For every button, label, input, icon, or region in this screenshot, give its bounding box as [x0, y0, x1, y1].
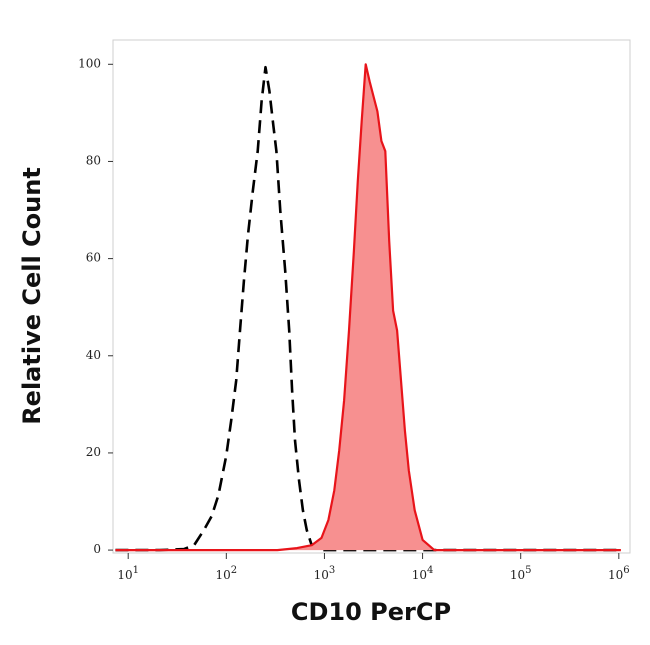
histogram-area	[115, 64, 621, 551]
histogram-line	[115, 65, 621, 552]
x-tick-exponent: 1	[133, 565, 139, 576]
x-tick-label: 104	[412, 565, 434, 582]
x-tick-base: 10	[510, 568, 525, 582]
y-tick-label: 0	[93, 542, 101, 556]
y-tick-label: 80	[86, 153, 101, 167]
plot-frame	[112, 39, 631, 554]
x-tick-base: 10	[117, 568, 132, 582]
x-tick-base: 10	[608, 568, 623, 582]
histogram-line	[115, 63, 621, 552]
x-axis-title: CD10 PerCP	[291, 598, 451, 626]
x-tick-exponent: 5	[525, 565, 531, 576]
x-tick-label: 103	[314, 565, 336, 582]
x-tick-base: 10	[314, 568, 329, 582]
x-tick-base: 10	[215, 568, 230, 582]
x-tick-exponent: 4	[427, 565, 433, 576]
x-tick-label: 101	[117, 565, 139, 582]
y-tick-label: 100	[78, 56, 101, 70]
x-tick-exponent: 2	[231, 565, 237, 576]
x-tick-label: 106	[608, 565, 630, 582]
y-tick-label: 20	[86, 445, 101, 459]
y-tick-label: 40	[86, 348, 101, 362]
y-axis-title: Relative Cell Count	[18, 167, 46, 425]
x-tick-exponent: 6	[623, 565, 629, 576]
x-tick-label: 102	[215, 565, 237, 582]
y-tick-label: 60	[86, 251, 101, 265]
x-tick-label: 105	[510, 565, 532, 582]
x-tick-base: 10	[412, 568, 427, 582]
x-tick-exponent: 3	[329, 565, 335, 576]
